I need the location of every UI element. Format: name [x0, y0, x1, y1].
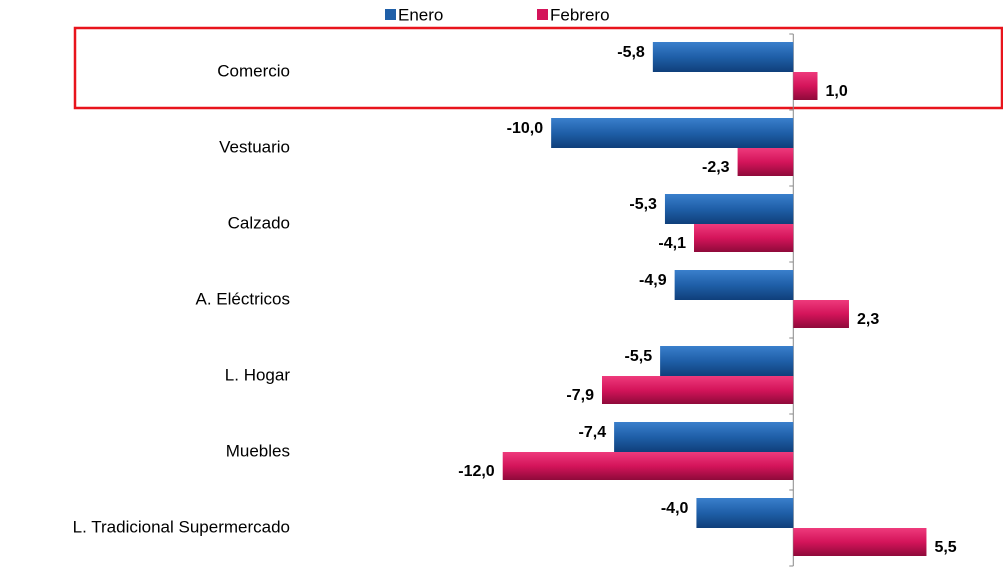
value-label: 2,3 — [857, 311, 879, 328]
bar — [502, 452, 794, 480]
category-label: L. Tradicional Supermercado — [73, 517, 290, 536]
value-label: -4,1 — [658, 235, 686, 252]
legend-label: Febrero — [550, 5, 610, 24]
bar — [551, 118, 794, 148]
value-label: -7,4 — [579, 424, 607, 441]
bar — [793, 300, 849, 328]
value-label: -2,3 — [702, 159, 730, 176]
value-label: 5,5 — [934, 539, 956, 556]
highlight-box — [73, 26, 1003, 110]
value-label: -5,8 — [617, 44, 645, 61]
legend-swatch — [537, 9, 548, 20]
category-label: Comercio — [217, 61, 290, 80]
value-label: -7,9 — [566, 387, 594, 404]
bar — [793, 72, 818, 100]
category-label: Muebles — [226, 441, 290, 460]
value-label: 1,0 — [826, 83, 848, 100]
category-label: A. Eléctricos — [196, 289, 290, 308]
value-label: -12,0 — [458, 463, 495, 480]
category-label: L. Hogar — [225, 365, 291, 384]
value-label: -4,0 — [661, 500, 689, 517]
bar — [737, 148, 794, 176]
value-label: -10,0 — [507, 120, 544, 137]
bar — [652, 42, 794, 72]
value-label: -5,5 — [625, 348, 653, 365]
value-label: -4,9 — [639, 272, 667, 289]
bar — [660, 346, 794, 376]
bar — [601, 376, 794, 404]
bar — [674, 270, 794, 300]
category-label: Calzado — [228, 213, 290, 232]
legend-swatch — [385, 9, 396, 20]
bar — [793, 528, 927, 556]
bar — [694, 224, 794, 252]
bar — [664, 194, 794, 224]
bar — [696, 498, 794, 528]
bar — [614, 422, 794, 452]
value-label: -5,3 — [629, 196, 657, 213]
legend-label: Enero — [398, 5, 443, 24]
category-label: Vestuario — [219, 137, 290, 156]
